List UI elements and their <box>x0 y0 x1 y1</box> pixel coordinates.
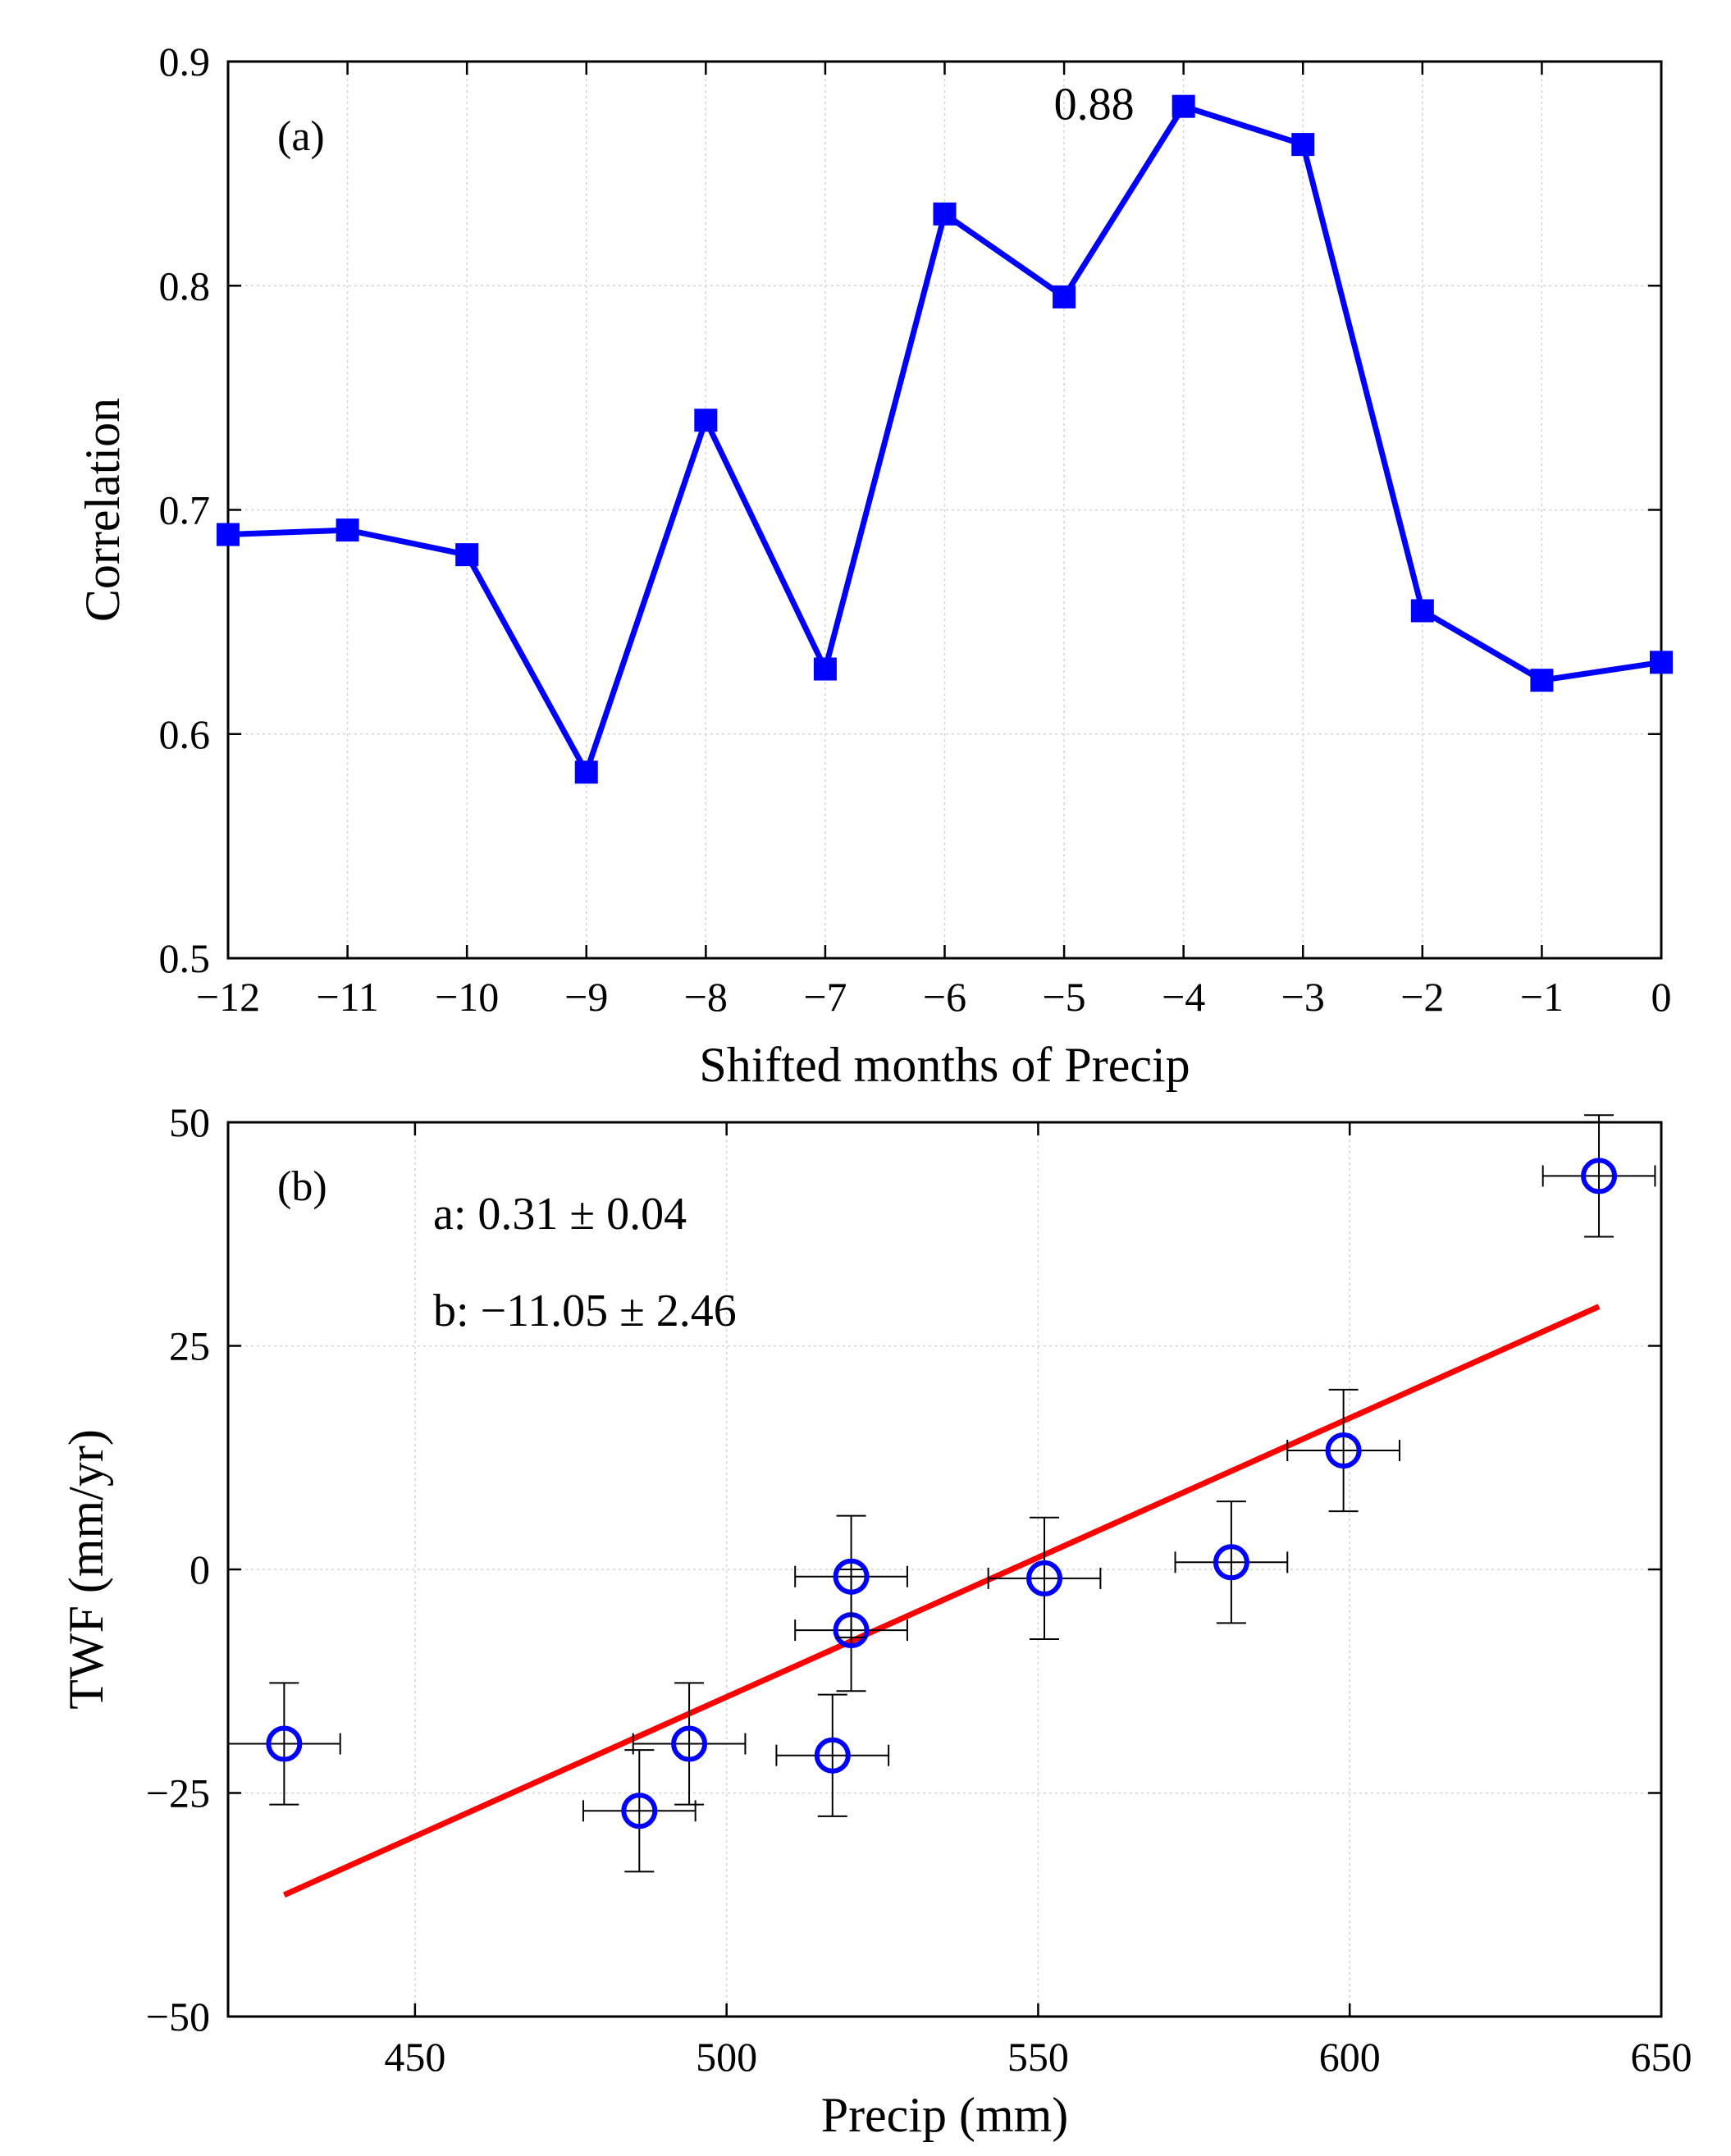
data-point-marker <box>1650 651 1673 674</box>
data-point-marker <box>1053 285 1076 308</box>
x-tick-label: −6 <box>923 974 966 1020</box>
data-point-marker <box>1325 1432 1362 1469</box>
data-point-marker <box>217 523 240 546</box>
x-tick-label: −9 <box>564 974 608 1020</box>
coefficient-a-annotation: a: 0.31 ± 0.04 <box>433 1189 687 1240</box>
data-point-marker <box>671 1725 708 1762</box>
data-point-marker <box>1581 1158 1618 1194</box>
panel-b: 450 500 550 600 650 −50 −25 0 25 50 Precip (mm) TWF… <box>59 1099 1692 2142</box>
data-point-marker <box>933 202 957 226</box>
coefficient-b-annotation: b: −11.05 ± 2.46 <box>433 1286 737 1336</box>
data-point-marker <box>621 1793 658 1829</box>
y-tick-label: 0.7 <box>159 487 211 533</box>
x-tick-label: −12 <box>196 974 260 1020</box>
x-tick-label: −4 <box>1162 974 1205 1020</box>
x-tick-label: 0 <box>1651 974 1672 1020</box>
y-tick-label: 50 <box>169 1099 210 1145</box>
data-point-marker <box>574 761 598 784</box>
x-tick-label: −5 <box>1042 974 1085 1020</box>
y-tick-label: 0.9 <box>159 39 211 85</box>
data-point-marker <box>455 543 479 567</box>
x-axis-title: Precip (mm) <box>821 2088 1069 2142</box>
data-point-marker <box>1291 133 1315 157</box>
data-point-marker <box>1530 669 1554 692</box>
data-point-marker <box>833 1558 870 1595</box>
x-axis-title: Shifted months of Precip <box>699 1038 1190 1092</box>
y-axis-title: Correlation <box>75 398 130 622</box>
x-tick-label: −3 <box>1281 974 1325 1020</box>
x-tick-label: −7 <box>803 974 847 1020</box>
y-tick-label: 0.5 <box>159 935 211 981</box>
data-point-marker <box>336 518 359 542</box>
y-tick-label: 0.6 <box>159 711 211 757</box>
panel-a: −12 −11 −10 −9 −8 −7 −6 −5 −4 −3 −2 −1 00.50.60.70.8… <box>75 39 1673 1092</box>
x-tick-label: 450 <box>384 2034 445 2080</box>
x-tick-label: −10 <box>435 974 499 1020</box>
panel-label: (b) <box>277 1163 327 1210</box>
x-tick-label: −1 <box>1520 974 1564 1020</box>
data-point-marker <box>1410 599 1434 623</box>
x-tick-label: 550 <box>1007 2034 1069 2080</box>
data-point-marker <box>813 657 837 681</box>
y-tick-label: 25 <box>169 1323 210 1369</box>
x-tick-label: 600 <box>1319 2034 1381 2080</box>
y-tick-label: 0 <box>190 1546 210 1592</box>
data-point-marker <box>1213 1544 1249 1581</box>
x-tick-label: −8 <box>684 974 728 1020</box>
peak-annotation: 0.88 <box>1054 80 1135 130</box>
panel-label: (a) <box>277 113 325 160</box>
y-tick-label: −50 <box>146 1994 210 2040</box>
data-point-marker <box>266 1725 303 1762</box>
data-point-marker <box>814 1737 851 1774</box>
x-tick-label: −11 <box>316 974 378 1020</box>
data-point-marker <box>694 409 718 432</box>
x-tick-label: 500 <box>696 2034 757 2080</box>
y-tick-label: 0.8 <box>159 263 211 308</box>
y-tick-label: −25 <box>146 1770 210 1816</box>
fit-line <box>282 1304 1601 1898</box>
data-point-marker <box>1026 1560 1063 1596</box>
x-tick-label: 650 <box>1631 2034 1692 2080</box>
y-axis-title: TWF (mm/yr) <box>59 1429 113 1710</box>
x-tick-label: −2 <box>1400 974 1444 1020</box>
data-point-marker <box>1172 94 1195 118</box>
